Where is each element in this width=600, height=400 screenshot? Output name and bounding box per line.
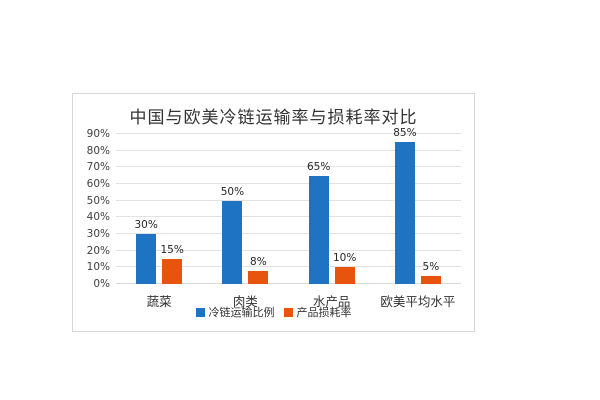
gridline — [116, 266, 461, 268]
y-axis-tick-label: 70% — [86, 161, 110, 174]
y-axis-tick-label: 40% — [86, 211, 110, 224]
bar-series-0: 65% — [307, 161, 330, 284]
gridline — [116, 133, 461, 134]
bar-series-0: 50% — [221, 186, 244, 284]
legend-item: 产品损耗率 — [283, 304, 352, 320]
chart-legend: 冷链运输比例 产品损耗率 — [73, 304, 474, 320]
bar-series-1: 5% — [420, 261, 441, 284]
y-axis-tick-label: 80% — [86, 144, 110, 157]
x-axis-category-label: 水产品 — [312, 294, 351, 309]
bar-value-label: 30% — [134, 219, 158, 231]
bar-series-0: 30% — [134, 219, 158, 284]
bar-group: 65% 10% 水产品 — [289, 134, 375, 309]
bar-value-label: 10% — [332, 252, 357, 265]
gridline — [116, 166, 461, 168]
bar-series-1: 8% — [248, 256, 269, 284]
legend-label: 产品损耗率 — [296, 306, 352, 319]
legend-swatch-icon — [195, 307, 205, 317]
gridline — [116, 216, 461, 218]
bar-series-0: 85% — [393, 127, 417, 284]
gridline — [116, 149, 461, 151]
y-axis-tick-label: 20% — [86, 244, 110, 257]
bar-groups: 30% 15% 蔬菜 50% 8% 肉类 65% 10% 水产品 85% 5% 欧美平均水平 — [116, 127, 461, 309]
y-axis-tick-label: 0% — [93, 278, 110, 290]
y-axis-tick-label: 60% — [86, 178, 110, 190]
bar-group: 50% 8% 肉类 — [202, 134, 288, 309]
legend-label: 冷链运输比例 — [208, 306, 275, 319]
bar-group: 85% 5% 欧美平均水平 — [375, 127, 461, 309]
x-axis-category-label: 肉类 — [232, 294, 258, 309]
bar-value-label: 65% — [306, 160, 331, 173]
gridline — [116, 199, 461, 201]
bar-group: 30% 15% 蔬菜 — [116, 134, 202, 309]
gridline — [116, 249, 461, 251]
gridline — [116, 233, 461, 234]
gridline — [116, 183, 461, 184]
chart-title: 中国与欧美冷链运输率与损耗率对比 — [129, 108, 418, 128]
bar-series-1: 10% — [333, 252, 356, 284]
y-axis-tick-label: 30% — [86, 228, 110, 240]
bar-value-label: 50% — [220, 185, 245, 198]
plot-area: 0% 10% 20% 30% 40% 50% 60% 70% 80% 90% 30% 15% 蔬菜 50… — [87, 127, 461, 309]
gridline — [116, 283, 461, 284]
bar-value-label: 85% — [393, 127, 417, 140]
bar-series-1: 15% — [160, 244, 184, 284]
x-axis-category-label: 欧美平均水平 — [380, 294, 456, 309]
bar-value-label: 5% — [422, 260, 440, 273]
y-axis-tick-label: 50% — [86, 194, 110, 207]
bar-value-label: 15% — [160, 244, 184, 256]
y-axis-tick-label: 10% — [86, 261, 110, 274]
y-axis-tick-label: 90% — [86, 128, 110, 140]
legend-swatch-icon — [283, 307, 293, 317]
x-axis-category-label: 蔬菜 — [146, 294, 172, 309]
chart-container: 中国与欧美冷链运输率与损耗率对比 0% 10% 20% 30% 40% 50% 60% 70%… — [72, 93, 475, 332]
legend-item: 冷链运输比例 — [195, 304, 275, 320]
bar-value-label: 8% — [250, 255, 267, 268]
